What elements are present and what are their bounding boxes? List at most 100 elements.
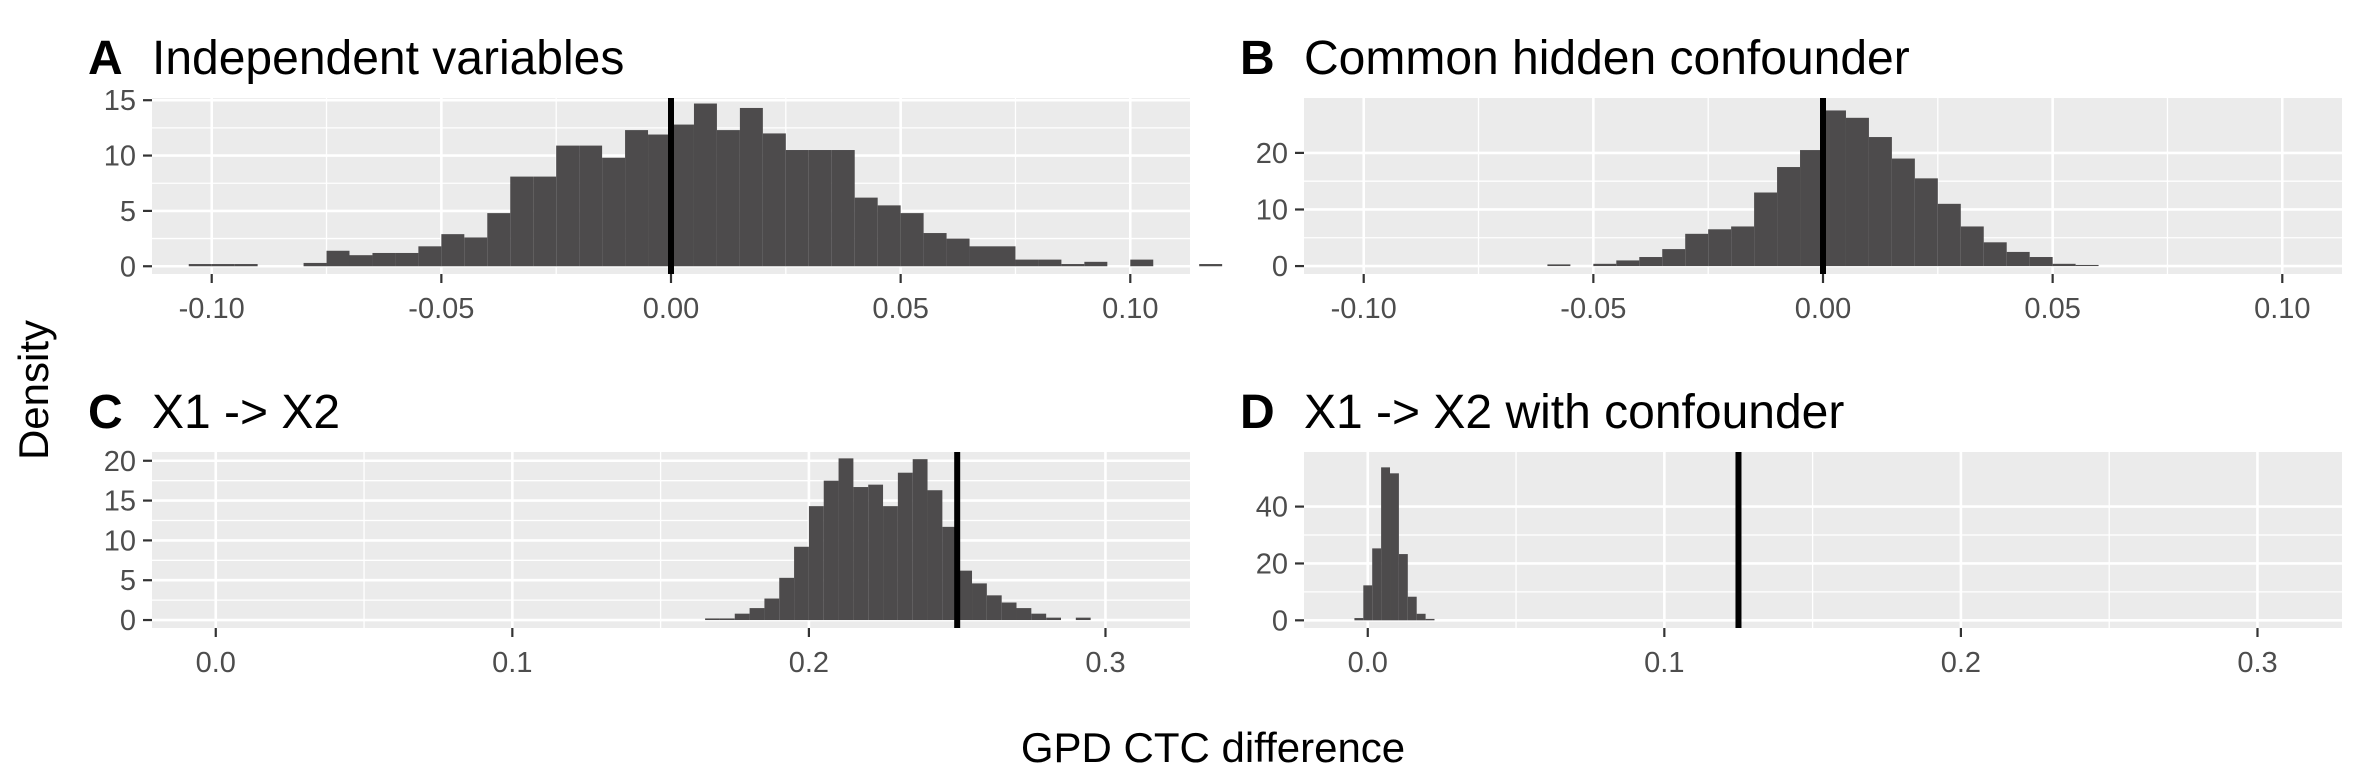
x-tick-label: -0.05 xyxy=(408,293,474,325)
histogram-bar xyxy=(1731,226,1755,267)
histogram-bar xyxy=(556,145,580,267)
y-axis-title: Density xyxy=(10,320,57,460)
histogram-bar xyxy=(1016,608,1032,621)
histogram-bar xyxy=(1381,467,1391,621)
histogram-bar xyxy=(808,150,832,267)
y-tick-label: 10 xyxy=(104,525,136,557)
histogram-bar xyxy=(734,613,750,621)
histogram-bar xyxy=(969,246,993,267)
histogram-bar xyxy=(764,598,780,621)
histogram-bar xyxy=(1130,259,1154,267)
panel-title: Common hidden confounder xyxy=(1304,32,1910,85)
histogram-bar xyxy=(923,233,947,267)
histogram-bar xyxy=(1354,618,1364,621)
histogram-bar xyxy=(648,134,671,267)
histogram-bar xyxy=(1983,242,2007,267)
panel-title: Independent variables xyxy=(152,32,624,85)
histogram-bar xyxy=(1914,178,1938,267)
histogram-bar xyxy=(749,608,765,621)
y-tick-label: 15 xyxy=(104,486,136,518)
y-tick-label: 15 xyxy=(104,85,136,117)
histogram-bar xyxy=(838,458,854,621)
histogram-bar xyxy=(831,150,855,267)
y-tick-label: 0 xyxy=(1272,251,1288,283)
histogram-bar xyxy=(719,618,735,621)
histogram-bar xyxy=(823,480,839,621)
histogram-bar xyxy=(693,103,717,267)
panel-title: X1 -> X2 xyxy=(152,386,340,439)
histogram-bar xyxy=(946,238,970,267)
x-tick-label: 0.10 xyxy=(2254,293,2310,325)
x-tick-label: 0.1 xyxy=(1644,647,1684,679)
x-tick-label: -0.10 xyxy=(179,293,245,325)
histogram-bar xyxy=(1416,613,1426,621)
y-tick-label: 20 xyxy=(1256,548,1288,580)
x-tick-label: 0.3 xyxy=(2237,647,2277,679)
histogram-bar xyxy=(942,526,958,621)
y-tick-label: 20 xyxy=(1256,138,1288,170)
panel-tag: D xyxy=(1240,386,1275,439)
x-tick-label: 0.00 xyxy=(1795,293,1851,325)
histogram-bar xyxy=(372,252,396,267)
histogram-bar xyxy=(705,618,720,621)
histogram-bar xyxy=(1075,617,1091,621)
histogram-bar xyxy=(794,546,809,621)
x-tick-label: 0.00 xyxy=(643,293,699,325)
x-tick-label: -0.10 xyxy=(1331,293,1397,325)
histogram-bar xyxy=(1937,203,1961,267)
histogram-bar xyxy=(395,252,419,267)
y-tick-label: 0 xyxy=(1272,605,1288,637)
histogram-bar xyxy=(739,107,763,267)
histogram-bar xyxy=(510,176,534,267)
histogram-bar xyxy=(1001,602,1017,621)
histogram-bar xyxy=(487,213,511,267)
histogram-bar xyxy=(1616,260,1640,267)
histogram-bar xyxy=(1061,264,1085,267)
x-tick-label: -0.05 xyxy=(1560,293,1626,325)
histogram-bar xyxy=(868,484,884,621)
histogram-bar xyxy=(854,197,878,267)
x-tick-label: 0.0 xyxy=(196,647,236,679)
histogram-bar xyxy=(211,264,235,267)
histogram-bar xyxy=(303,262,327,267)
panel-d: 0.0 0.1 0.2 0.3 0 20 40 D X1 -> X2 with confound… xyxy=(1240,386,2342,679)
y-tick-label: 10 xyxy=(104,141,136,173)
panel-a: -0.10 -0.05 0.00 0.05 0.10 0 5 10 15A Independent… xyxy=(88,32,1223,325)
histogram-bar xyxy=(602,157,626,267)
histogram-bar xyxy=(1363,585,1373,621)
histogram-bar xyxy=(1046,617,1061,621)
histogram-bar xyxy=(1754,192,1778,267)
panel-tag: A xyxy=(88,32,123,85)
histogram-bar xyxy=(234,264,258,267)
histogram-bar xyxy=(808,506,824,621)
histogram-bar xyxy=(1960,226,1984,267)
y-tick-label: 20 xyxy=(104,446,136,478)
histogram-bar xyxy=(1547,264,1571,267)
histogram-bar xyxy=(2052,263,2076,267)
y-tick-label: 0 xyxy=(120,605,136,637)
histogram-bar xyxy=(1199,264,1223,267)
x-tick-label: 0.3 xyxy=(1085,647,1125,679)
x-tick-label: 0.2 xyxy=(789,647,829,679)
x-tick-label: 0.05 xyxy=(2024,293,2080,325)
histogram-bar xyxy=(986,595,1002,621)
histogram-bar xyxy=(972,583,987,621)
histogram-bar xyxy=(1662,249,1686,267)
histogram-bar xyxy=(533,176,557,267)
x-tick-label: 0.1 xyxy=(492,647,532,679)
histogram-bar xyxy=(1593,263,1617,267)
y-tick-label: 5 xyxy=(120,196,136,228)
histogram-bar xyxy=(1031,613,1047,621)
histogram-bar xyxy=(1845,117,1869,267)
panel-background xyxy=(1304,452,2342,628)
histogram-bar xyxy=(1777,167,1801,267)
histogram-bar xyxy=(2006,251,2030,267)
y-tick-label: 10 xyxy=(1256,194,1288,226)
histogram-bar xyxy=(779,577,795,621)
histogram-bar xyxy=(418,246,442,267)
histogram-bar xyxy=(1685,233,1709,267)
x-axis-title: GPD CTC difference xyxy=(1021,724,1405,771)
histogram-bar xyxy=(625,130,649,267)
